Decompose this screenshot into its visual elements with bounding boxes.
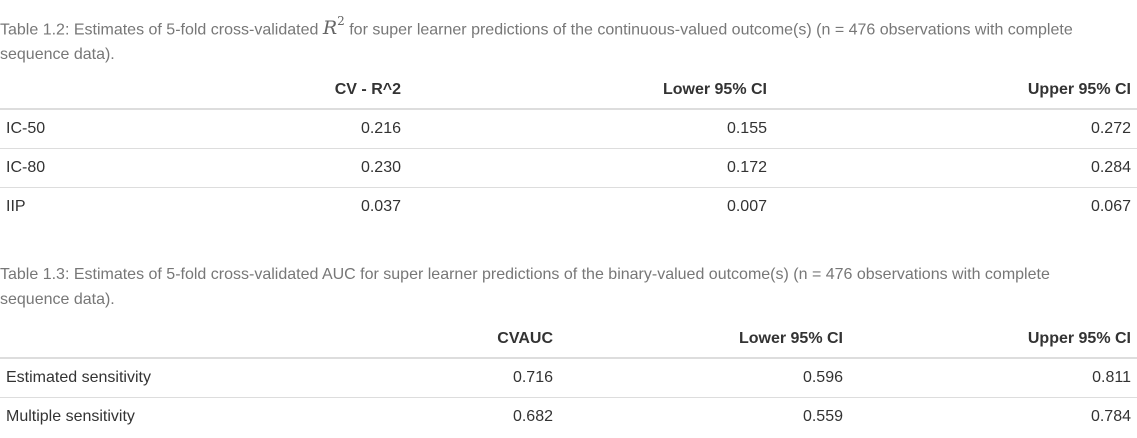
cvauc-value: 0.716 (512, 369, 553, 386)
header-empty (0, 71, 150, 110)
lower-ci-value: 0.559 (559, 397, 849, 436)
cvauc-value: 0.682 (220, 397, 559, 436)
row-label: IC-50 (6, 120, 46, 137)
lower-ci-value: 0.596 (802, 369, 843, 386)
table-1-3-caption: Table 1.3: Estimates of 5-fold cross-val… (0, 266, 1050, 308)
header-upper-ci: Upper 95% CI (849, 320, 1137, 359)
table-row: Multiple sensitivity 0.682 0.559 0.784 (0, 397, 1137, 436)
r-exponent: 2 (337, 14, 345, 28)
table-row: IC-50 0.216 0.155 0.272 (0, 109, 1137, 149)
lower-ci-value: 0.155 (726, 120, 767, 137)
table-row: Estimated sensitivity 0.716 0.596 0.811 (0, 358, 1137, 398)
r-squared-symbol: R2 (322, 14, 345, 40)
caption-text-start: Table 1.2: Estimates of 5-fold cross-val… (0, 21, 323, 39)
header-row: CVAUC Lower 95% CI Upper 95% CI (0, 320, 1137, 359)
row-label: IC-80 (0, 148, 150, 188)
cv-r2-value: 0.037 (150, 187, 407, 226)
table-row: IC-80 0.230 0.172 0.284 (0, 148, 1137, 188)
row-label: Multiple sensitivity (0, 397, 220, 436)
cv-auc-table: CVAUC Lower 95% CI Upper 95% CI Estimate… (0, 320, 1137, 436)
row-label: IIP (0, 187, 150, 226)
upper-ci-value: 0.284 (773, 148, 1137, 188)
header-row: CV - R^2 Lower 95% CI Upper 95% CI (0, 71, 1137, 110)
header-upper-ci: Upper 95% CI (773, 71, 1137, 110)
header-cv-r2: CV - R^2 (150, 71, 407, 110)
lower-ci-value: 0.172 (407, 148, 773, 188)
row-label: Estimated sensitivity (6, 369, 151, 386)
table-1-2-caption: Table 1.2: Estimates of 5-fold cross-val… (0, 11, 1120, 67)
caption-text-end: for super learner predictions of the con… (0, 21, 1073, 64)
upper-ci-value: 0.272 (1090, 120, 1131, 137)
cv-r2-table: CV - R^2 Lower 95% CI Upper 95% CI IC-50… (0, 71, 1137, 226)
header-lower-ci: Lower 95% CI (559, 320, 849, 359)
header-cvauc: CVAUC (220, 320, 559, 359)
upper-ci-value: 0.811 (1092, 369, 1131, 386)
upper-ci-value: 0.067 (773, 187, 1137, 226)
table-row: IIP 0.037 0.007 0.067 (0, 187, 1137, 226)
lower-ci-value: 0.007 (407, 187, 773, 226)
r-symbol: R (322, 17, 338, 40)
upper-ci-value: 0.784 (849, 397, 1137, 436)
cv-r2-value: 0.216 (360, 120, 401, 137)
header-lower-ci: Lower 95% CI (407, 71, 773, 110)
cv-r2-value: 0.230 (150, 148, 407, 188)
header-empty (0, 320, 220, 359)
